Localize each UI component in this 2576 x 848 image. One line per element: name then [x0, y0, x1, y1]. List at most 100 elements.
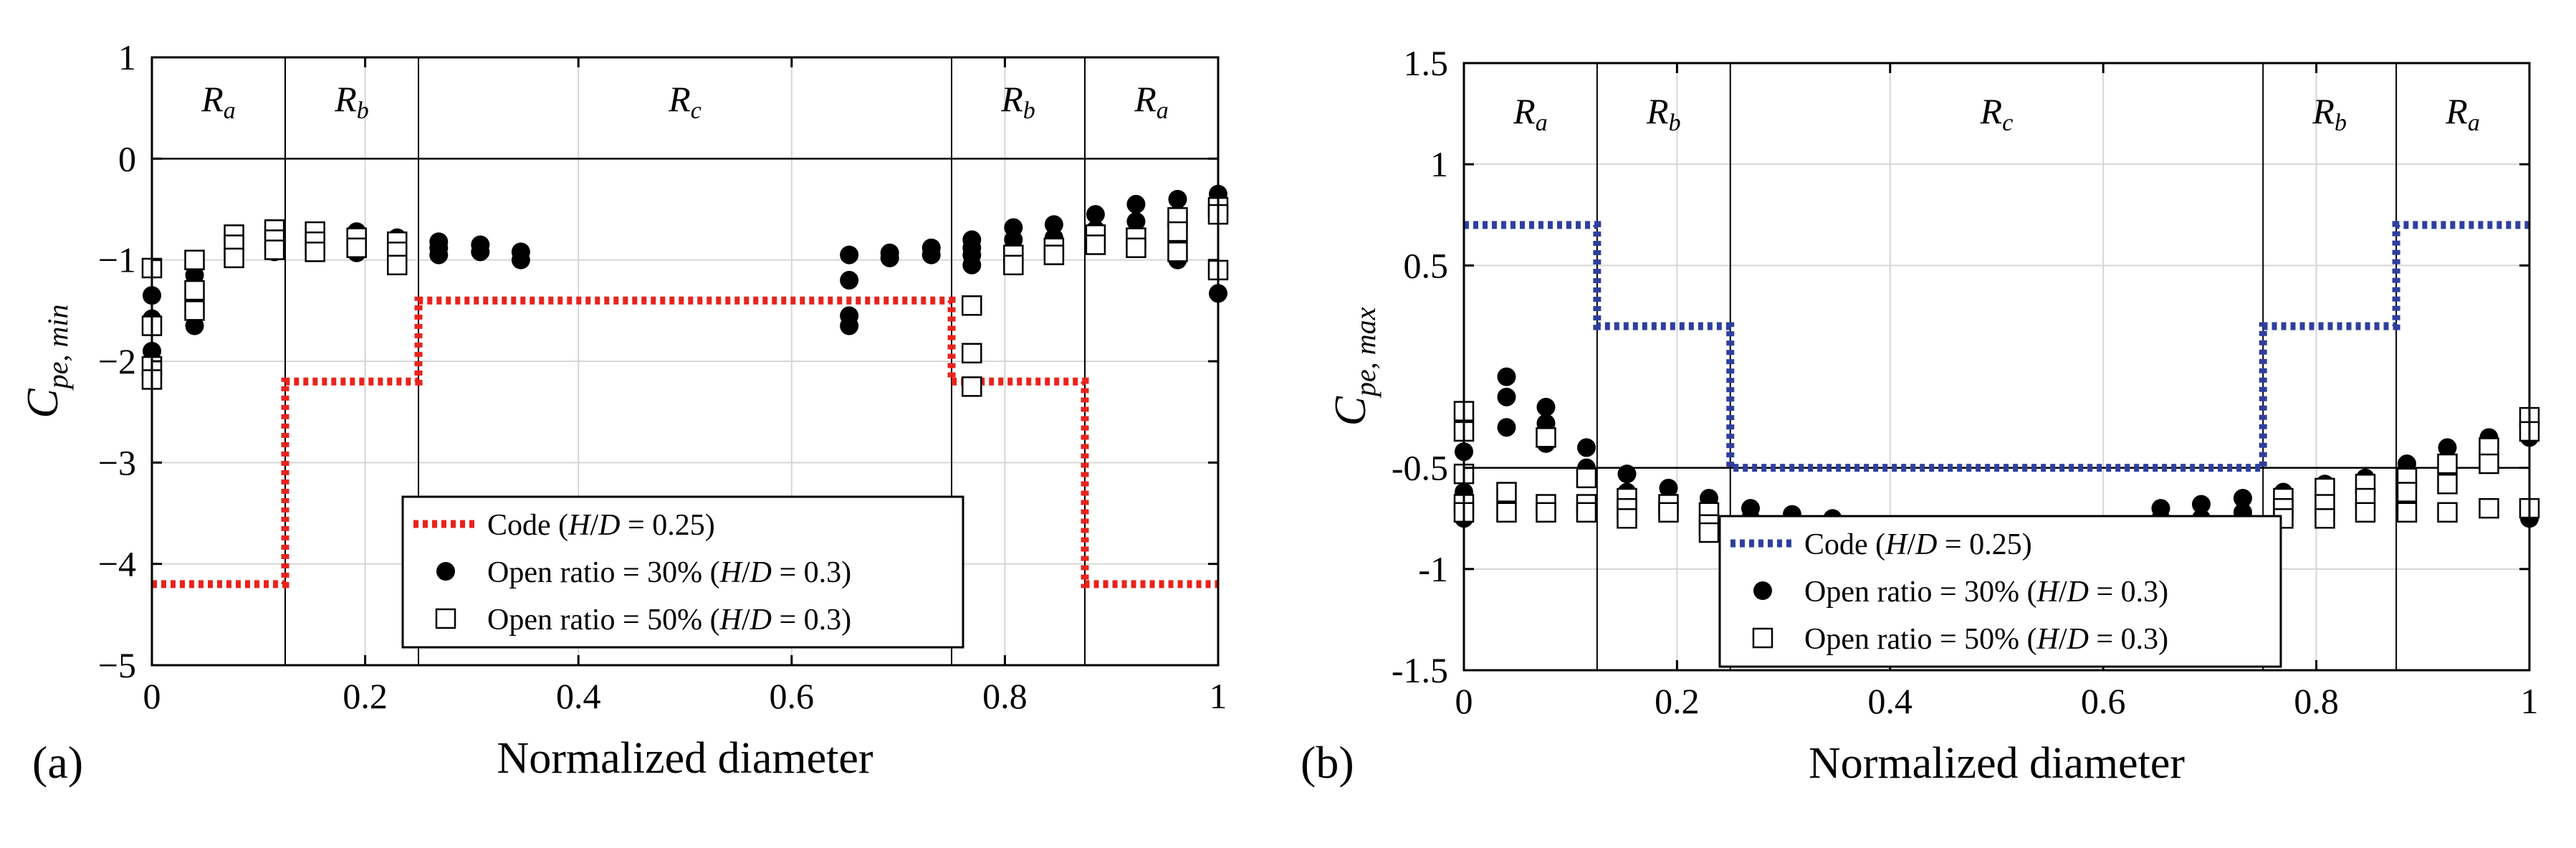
x-tick-label: 0.6	[770, 676, 815, 716]
legend-box	[401, 495, 964, 649]
data-point-circle	[429, 245, 449, 265]
data-point-circle	[1126, 211, 1146, 231]
data-point-square	[1658, 502, 1679, 523]
legend-label: Open ratio = 30% (H/D = 0.3)	[1804, 576, 2168, 609]
data-point-square	[1617, 508, 1637, 529]
x-tick-label: 0.2	[1655, 681, 1700, 721]
y-tick-label: 0	[118, 138, 136, 178]
legend-square-swatch	[1752, 627, 1773, 649]
region-label: Ra	[201, 79, 236, 124]
data-point-square	[2437, 474, 2458, 495]
data-point-square	[1167, 221, 1188, 242]
data-point-circle	[1497, 418, 1516, 437]
data-point-square	[224, 247, 244, 269]
data-point-circle	[1044, 215, 1063, 234]
x-axis-label: Normalized diameter	[497, 734, 873, 783]
x-tick-label: 1	[2521, 681, 2539, 721]
data-point-circle	[962, 255, 982, 275]
y-tick-label: −4	[98, 544, 136, 584]
data-point-square	[1576, 467, 1597, 489]
axes-frame	[1462, 62, 2531, 672]
panel-label: (b)	[1301, 737, 1354, 788]
data-point-square	[1126, 237, 1146, 258]
y-axis-label: Cpe, min	[19, 304, 74, 418]
code-line	[1464, 221, 2529, 472]
data-point-square	[2437, 453, 2458, 475]
data-point-square	[2437, 502, 2458, 523]
data-point-square	[1496, 502, 1517, 523]
data-point-circle	[840, 316, 859, 335]
data-point-circle	[1536, 397, 1556, 416]
legend-label: Open ratio = 50% (H/D = 0.3)	[487, 604, 851, 637]
x-tick-label: 0	[143, 676, 161, 716]
data-point-square	[1085, 234, 1106, 255]
chart-panel-a: Ra Rb Rc Rb Ra 0 0.2 0.4 0.6 0.8 1 1 0 −1 −2 −3 −4 −5 Norm…	[19, 37, 1229, 788]
data-point-circle	[2233, 489, 2252, 508]
data-point-square	[1167, 242, 1188, 262]
y-tick-label: 1	[118, 37, 136, 77]
data-point-circle	[2192, 495, 2211, 514]
series-open-square	[141, 196, 1229, 397]
data-point-square	[305, 242, 325, 262]
panel-label: (a)	[32, 737, 83, 788]
y-tick-label: −5	[98, 645, 136, 685]
data-point-circle	[1168, 189, 1187, 209]
data-point-square	[184, 249, 205, 270]
data-point-circle	[1659, 478, 1678, 497]
x-tick-label: 0	[1455, 681, 1473, 721]
data-point-square	[386, 254, 408, 275]
data-point-square	[962, 376, 982, 397]
region-label: Ra	[1134, 79, 1169, 124]
y-tick-label: -0.5	[1392, 448, 1448, 488]
region-label: Rb	[1000, 79, 1035, 124]
legend-circle-swatch	[1753, 581, 1772, 600]
data-point-circle	[840, 270, 859, 290]
region-label: Rb	[1646, 91, 1681, 136]
data-point-square	[1496, 482, 1517, 502]
x-tick-label: 0.8	[982, 676, 1028, 716]
data-point-square	[2314, 508, 2335, 529]
data-point-square	[1043, 244, 1065, 265]
x-tick-label: 0.4	[1868, 681, 1913, 721]
x-tick-label: 0.2	[343, 676, 388, 716]
region-label: Rc	[668, 79, 702, 124]
y-tick-label: 0.5	[1404, 245, 1449, 285]
region-label: Rb	[2312, 91, 2347, 136]
legend-label: Open ratio = 50% (H/D = 0.3)	[1804, 623, 2168, 656]
data-point-square	[962, 295, 982, 316]
y-tick-label: −2	[98, 341, 136, 381]
legend: Code (H/D = 0.25) Open ratio = 30% (H/D =…	[401, 495, 964, 649]
data-point-square	[2396, 482, 2418, 502]
data-point-circle	[1126, 194, 1146, 214]
x-tick-label: 0.8	[2294, 681, 2339, 721]
data-point-circle	[511, 250, 530, 270]
legend: Code (H/D = 0.25) Open ratio = 30% (H/D =…	[1718, 515, 2282, 668]
code-line	[152, 296, 1218, 589]
region-label: Rc	[1980, 91, 2014, 136]
data-point-square	[1536, 502, 1556, 523]
data-point-square	[2479, 497, 2499, 519]
y-tick-label: −1	[98, 240, 136, 280]
data-point-square	[1576, 502, 1597, 523]
data-point-circle	[471, 242, 490, 262]
data-point-square	[184, 300, 205, 321]
data-point-circle	[185, 316, 204, 335]
data-point-circle	[1086, 205, 1105, 224]
x-axis-label: Normalized diameter	[1809, 739, 2185, 788]
region-label: Ra	[1513, 91, 1548, 136]
data-point-circle	[1617, 465, 1637, 484]
x-tick-label: 0.4	[556, 676, 601, 716]
data-point-circle	[1497, 367, 1516, 386]
legend-label: Code (H/D = 0.25)	[1804, 528, 2032, 561]
y-tick-label: 1	[1430, 144, 1448, 184]
data-point-square	[346, 237, 367, 258]
data-point-square	[1698, 522, 1720, 543]
legend-square-swatch	[435, 608, 456, 629]
data-point-square	[962, 343, 982, 363]
region-label: Ra	[2445, 91, 2480, 136]
data-point-square	[264, 239, 285, 260]
data-point-circle	[185, 265, 204, 285]
data-point-circle	[2438, 438, 2457, 457]
data-point-square	[2396, 502, 2418, 523]
